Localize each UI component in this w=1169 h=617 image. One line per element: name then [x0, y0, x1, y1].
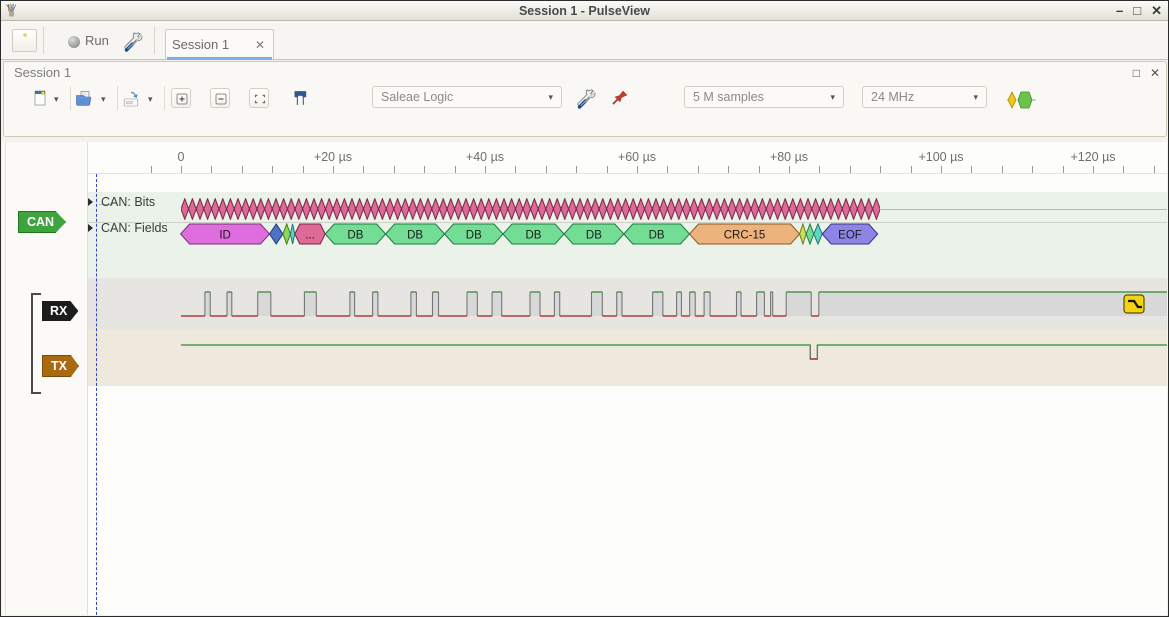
svg-text:...: ... — [305, 230, 315, 242]
svg-text:DB: DB — [586, 230, 602, 242]
svg-text:EOF: EOF — [838, 230, 862, 242]
svg-text:DB: DB — [649, 230, 665, 242]
svg-text:DB: DB — [526, 230, 542, 242]
svg-text:DB: DB — [466, 230, 482, 242]
svg-text:DB: DB — [407, 230, 423, 242]
svg-text:ID: ID — [219, 230, 231, 242]
svg-text:CRC-15: CRC-15 — [724, 230, 766, 242]
svg-text:DB: DB — [347, 230, 363, 242]
